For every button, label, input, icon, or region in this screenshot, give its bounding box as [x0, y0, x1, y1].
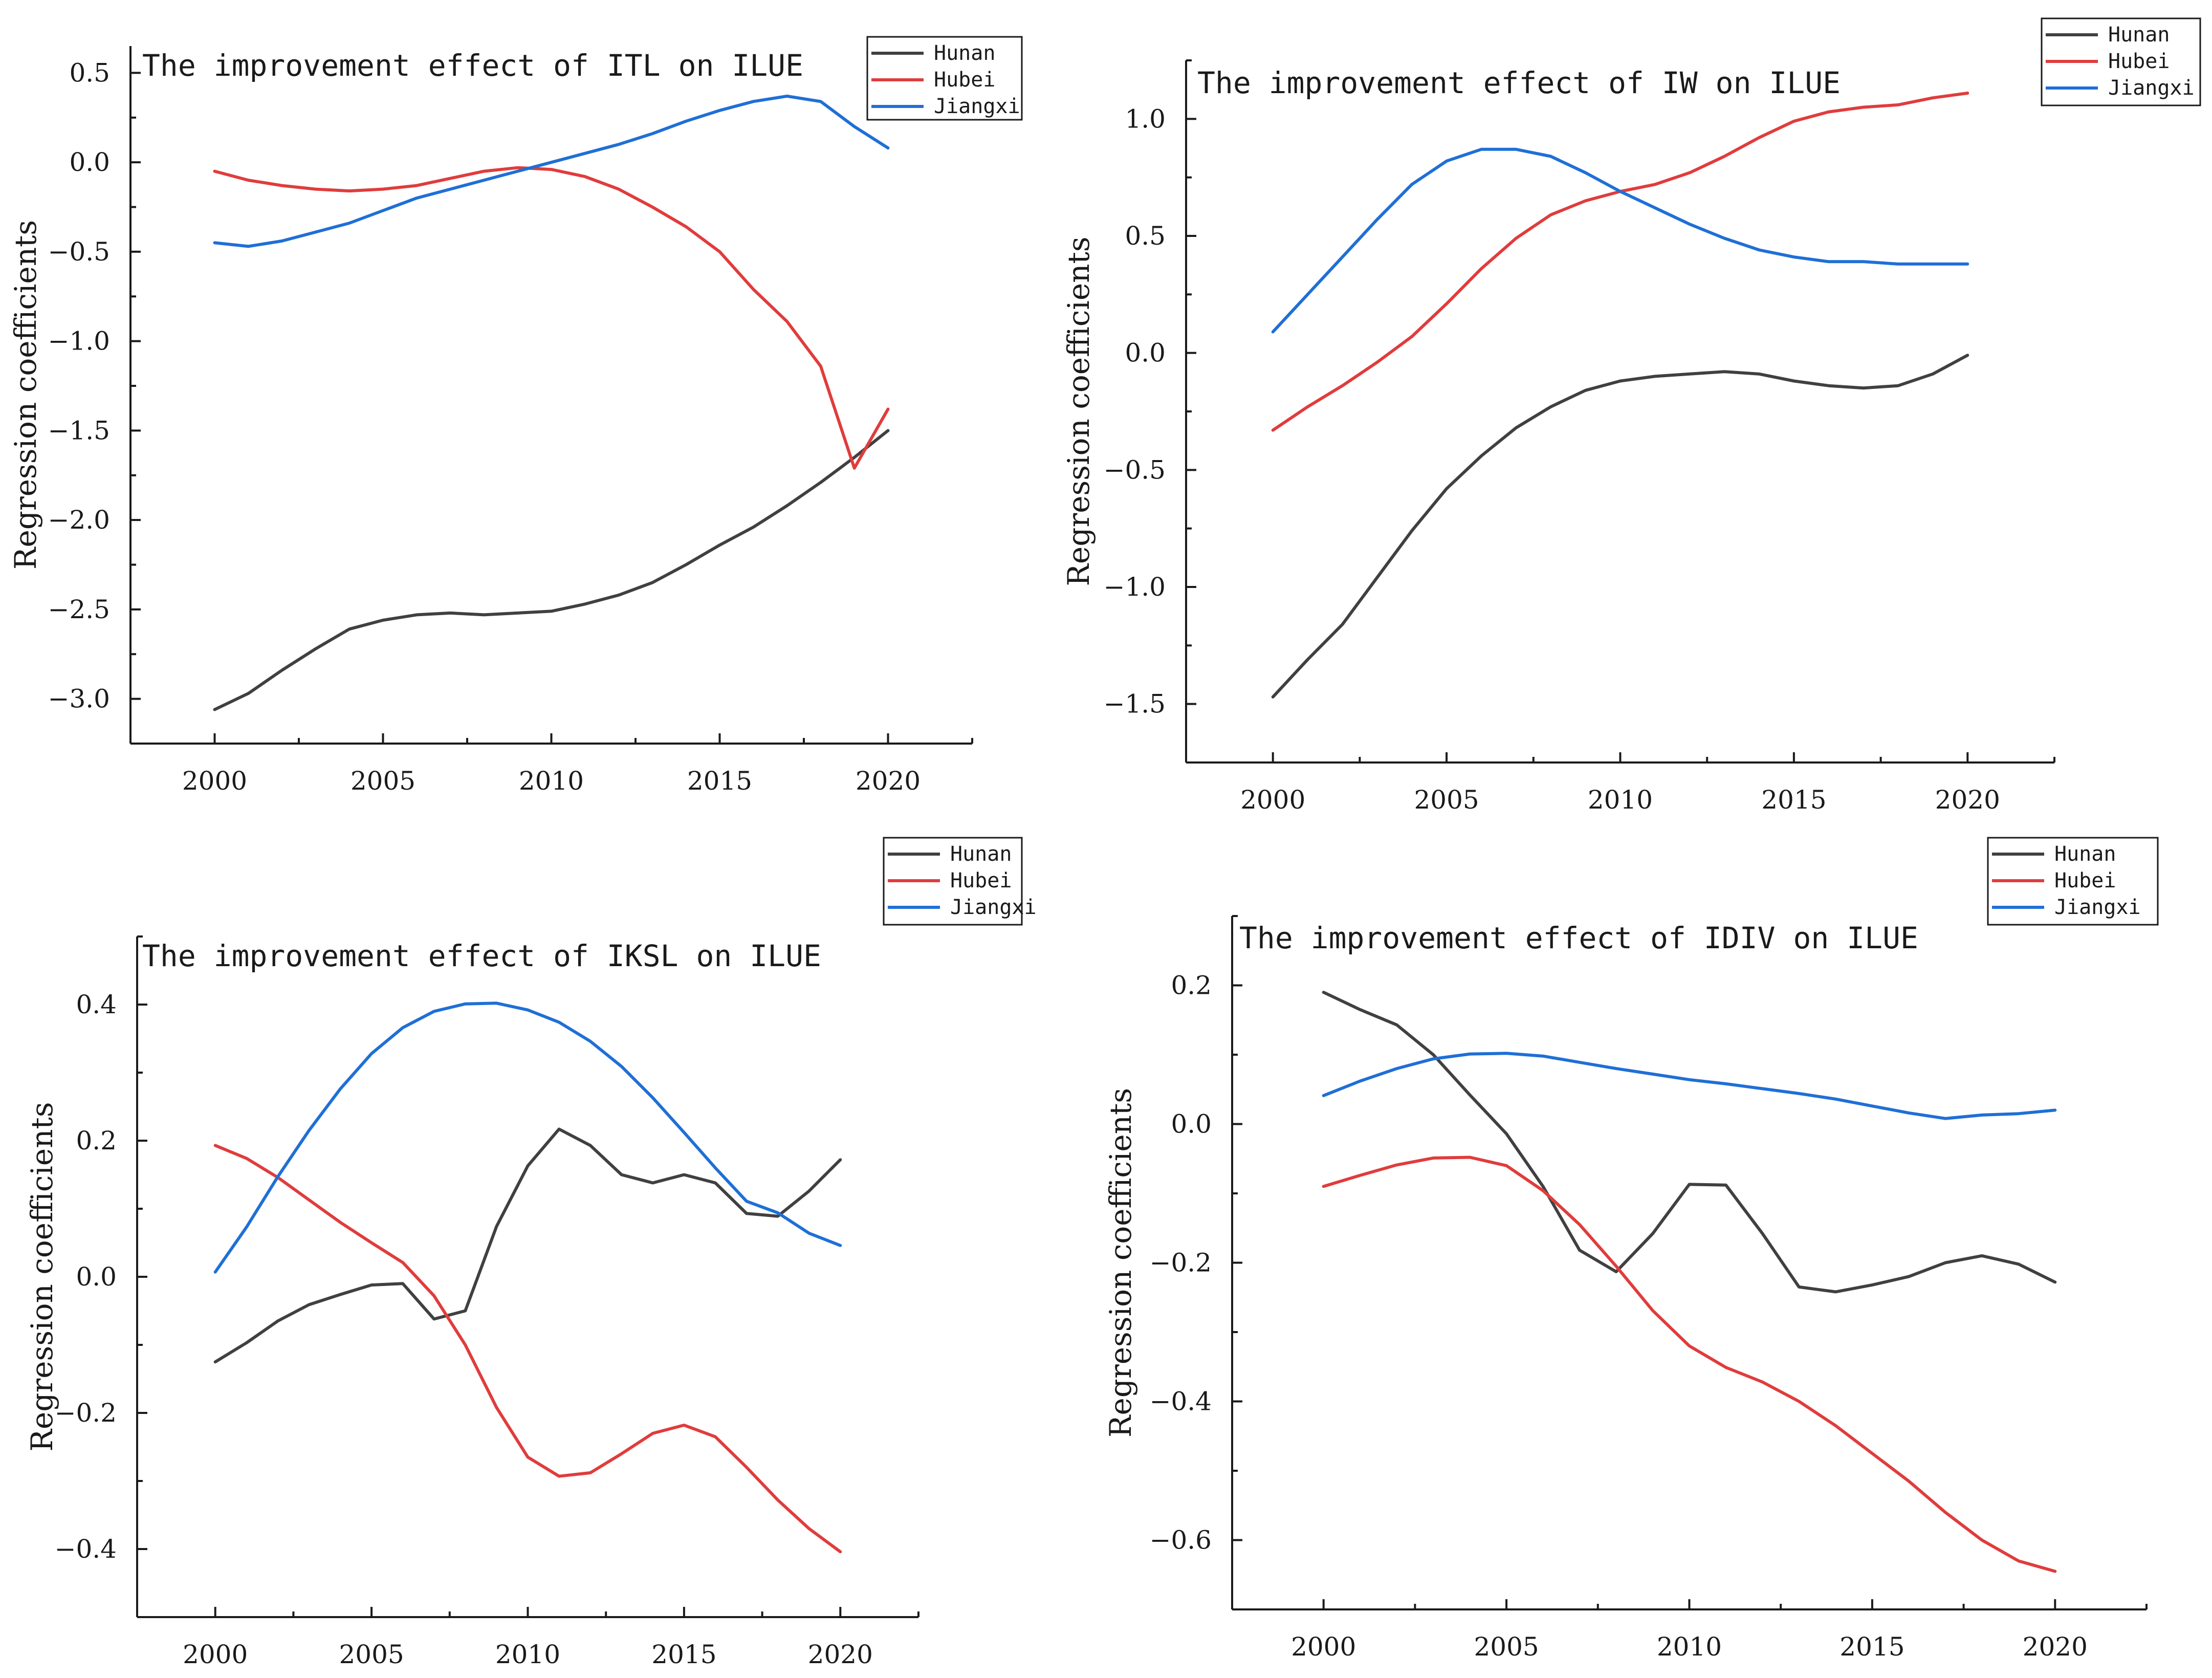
x-tick-label: 2020: [856, 766, 921, 796]
y-axis-title: Regression coefficients: [8, 220, 43, 570]
series-line-hubei: [1322, 1156, 2057, 1573]
chart-title: The improvement effect of IKSL on ILUE: [142, 939, 821, 973]
x-tick-label: 2020: [1935, 785, 2000, 815]
legend-label-hubei: Hubei: [950, 869, 1012, 892]
y-axis-title: Regression coefficients: [1061, 236, 1096, 586]
y-tick-label: −0.6: [1150, 1526, 1212, 1555]
x-tick-label: 2010: [1588, 785, 1653, 815]
x-tick-label: 2010: [1657, 1632, 1722, 1662]
chart-title: The improvement effect of ITL on ILUE: [142, 48, 803, 83]
chart-title: The improvement effect of IW on ILUE: [1197, 66, 1841, 100]
series-line-hunan: [213, 429, 890, 711]
legend-label-jiangxi: Jiangxi: [2108, 76, 2195, 100]
x-tick-label: 2005: [1474, 1632, 1539, 1662]
legend-label-hubei: Hubei: [2108, 50, 2170, 73]
y-tick-label: −0.5: [1104, 455, 1166, 485]
chart-panel-iw: 1.0 0.5 0.0 −0.5 −1.0 −1.5 2000 2005 2010 2015 202…: [1061, 17, 2201, 815]
y-tick-label: 0.4: [76, 990, 117, 1019]
y-tick-label: 0.0: [1171, 1109, 1212, 1139]
y-tick-label: −2.0: [48, 505, 110, 535]
legend-label-jiangxi: Jiangxi: [2054, 896, 2141, 919]
x-tick-label: 2000: [183, 1640, 248, 1669]
legend-label-hubei: Hubei: [934, 68, 995, 92]
x-tick-label: 2015: [1761, 785, 1826, 815]
chart-title: The improvement effect of IDIV on ILUE: [1239, 921, 1918, 955]
y-tick-label: −0.2: [55, 1398, 117, 1428]
series-line-jiangxi: [1322, 1052, 2057, 1120]
y-tick-label: −3.0: [48, 684, 110, 714]
x-tick-label: 2020: [808, 1640, 873, 1669]
legend-label-hunan: Hunan: [2054, 842, 2116, 866]
x-tick-label: 2010: [495, 1640, 560, 1669]
y-tick-label: −0.4: [55, 1534, 117, 1564]
y-tick-label: −1.0: [48, 326, 110, 356]
legend-label-jiangxi: Jiangxi: [934, 95, 1020, 118]
x-tick-label: 2015: [1839, 1632, 1904, 1662]
series-line-jiangxi: [1271, 147, 1969, 334]
y-tick-label: −0.2: [1150, 1248, 1212, 1278]
y-axis-title: Regression coefficients: [1103, 1088, 1138, 1437]
legend-label-hunan: Hunan: [950, 842, 1012, 866]
x-tick-label: 2020: [2023, 1632, 2088, 1662]
legend-label-hubei: Hubei: [2054, 869, 2116, 892]
y-tick-label: 0.5: [1125, 221, 1166, 251]
y-tick-label: −1.0: [1104, 572, 1166, 602]
x-tick-label: 2010: [519, 766, 584, 796]
legend-label-hunan: Hunan: [2108, 23, 2170, 47]
series-line-hunan: [213, 1127, 842, 1364]
legend-label-hunan: Hunan: [934, 41, 995, 65]
y-tick-label: 1.0: [1125, 104, 1166, 134]
y-axis-title: Regression coefficients: [25, 1102, 59, 1451]
y-tick-label: −2.5: [48, 595, 110, 624]
chart-panel-itl: 0.5 0.0 −0.5 −1.0 −1.5 −2.0 −2.5 −3.0 2000 2005 20…: [8, 36, 1023, 796]
series-line-hubei: [213, 1144, 842, 1554]
x-tick-label: 2000: [182, 766, 247, 796]
series-line-jiangxi: [213, 1001, 842, 1274]
y-tick-label: 0.5: [69, 58, 110, 88]
x-tick-label: 2005: [1414, 785, 1479, 815]
y-tick-label: −0.4: [1150, 1387, 1212, 1417]
x-tick-label: 2000: [1291, 1632, 1356, 1662]
y-tick-label: −0.5: [48, 237, 110, 267]
y-tick-label: −1.5: [48, 416, 110, 445]
y-tick-label: −1.5: [1104, 689, 1166, 719]
y-tick-label: 0.2: [76, 1126, 117, 1156]
x-tick-label: 2015: [687, 766, 752, 796]
chart-panel-iksl: 0.4 0.2 0.0 −0.2 −0.4 2000 2005 2010 2015 2020 Reg…: [25, 837, 1037, 1669]
y-tick-label: 0.0: [69, 147, 110, 177]
series-line-hunan: [1322, 991, 2057, 1294]
y-tick-label: 0.0: [76, 1262, 117, 1292]
y-tick-label: 0.2: [1171, 971, 1212, 1000]
x-tick-label: 2005: [339, 1640, 404, 1669]
series-line-jiangxi: [213, 94, 890, 248]
y-tick-label: 0.0: [1125, 338, 1166, 368]
legend-label-jiangxi: Jiangxi: [950, 896, 1037, 919]
series-line-hubei: [213, 166, 890, 470]
x-tick-label: 2005: [351, 766, 415, 796]
x-tick-label: 2000: [1240, 785, 1305, 815]
series-line-hunan: [1271, 354, 1969, 699]
chart-panel-idiv: 0.2 0.0 −0.2 −0.4 −0.6 2000 2005 2010 2015 2020 Re…: [1103, 837, 2159, 1662]
x-tick-label: 2015: [651, 1640, 716, 1669]
